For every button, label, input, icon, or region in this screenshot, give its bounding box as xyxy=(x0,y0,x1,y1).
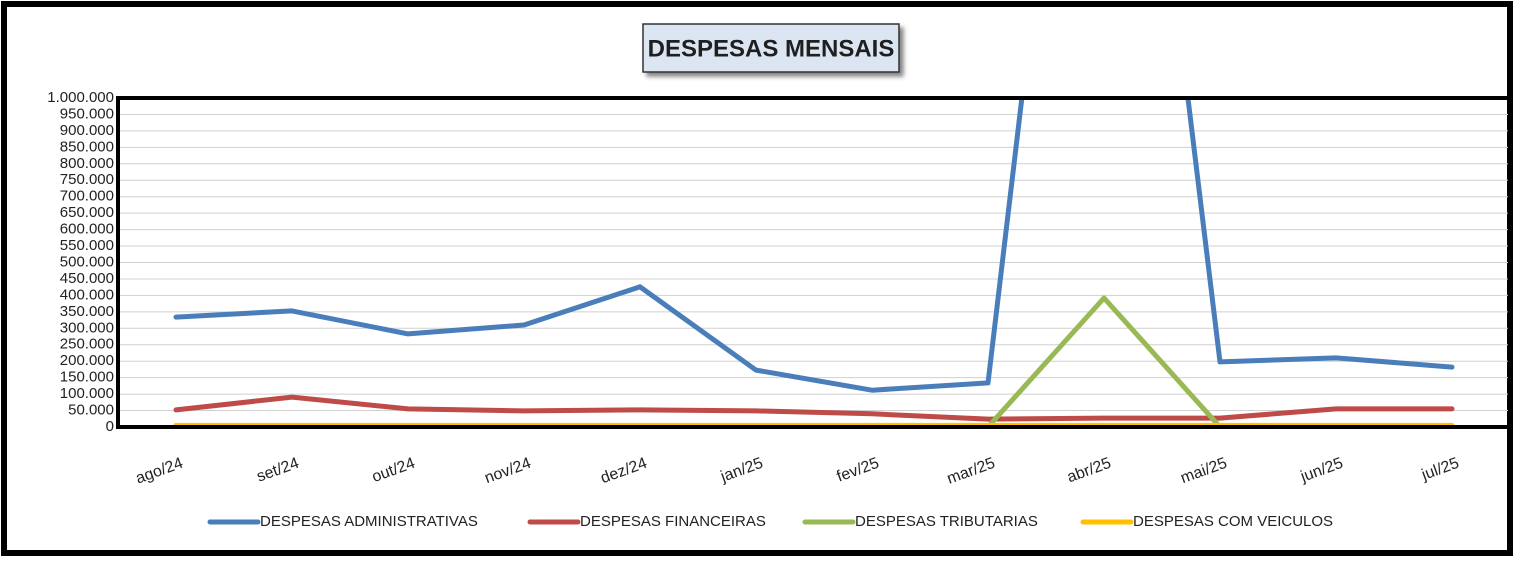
legend-label: DESPESAS COM VEICULOS xyxy=(1133,513,1333,530)
y-tick-label: 750.000 xyxy=(60,171,114,188)
y-tick-label: 100.000 xyxy=(60,385,114,402)
y-tick-label: 250.000 xyxy=(60,336,114,353)
y-tick-label: 350.000 xyxy=(60,303,114,320)
y-tick-label: 650.000 xyxy=(60,204,114,221)
legend-label: DESPESAS FINANCEIRAS xyxy=(580,513,766,530)
y-tick-label: 450.000 xyxy=(60,270,114,287)
y-tick-label: 500.000 xyxy=(60,253,114,270)
y-tick-label: 300.000 xyxy=(60,319,114,336)
y-tick-label: 1.000.000 xyxy=(47,89,114,106)
y-tick-label: 50.000 xyxy=(68,402,114,419)
y-tick-label: 400.000 xyxy=(60,286,114,303)
y-tick-label: 800.000 xyxy=(60,155,114,172)
legend-label: DESPESAS TRIBUTARIAS xyxy=(855,513,1038,530)
y-tick-label: 900.000 xyxy=(60,122,114,139)
plot-frame xyxy=(116,96,1512,429)
y-tick-label: 0 xyxy=(106,418,114,435)
y-tick-label: 550.000 xyxy=(60,237,114,254)
y-tick-label: 850.000 xyxy=(60,138,114,155)
y-tick-label: 150.000 xyxy=(60,369,114,386)
title-box xyxy=(642,23,900,73)
y-tick-label: 200.000 xyxy=(60,352,114,369)
y-tick-label: 700.000 xyxy=(60,188,114,205)
legend-label: DESPESAS ADMINISTRATIVAS xyxy=(260,513,478,530)
series-line xyxy=(985,295,1223,427)
chart-title: DESPESAS MENSAIS xyxy=(648,35,895,62)
series-line xyxy=(173,98,1455,393)
series-line xyxy=(173,394,1455,422)
y-tick-label: 950.000 xyxy=(60,105,114,122)
y-tick-label: 600.000 xyxy=(60,221,114,238)
